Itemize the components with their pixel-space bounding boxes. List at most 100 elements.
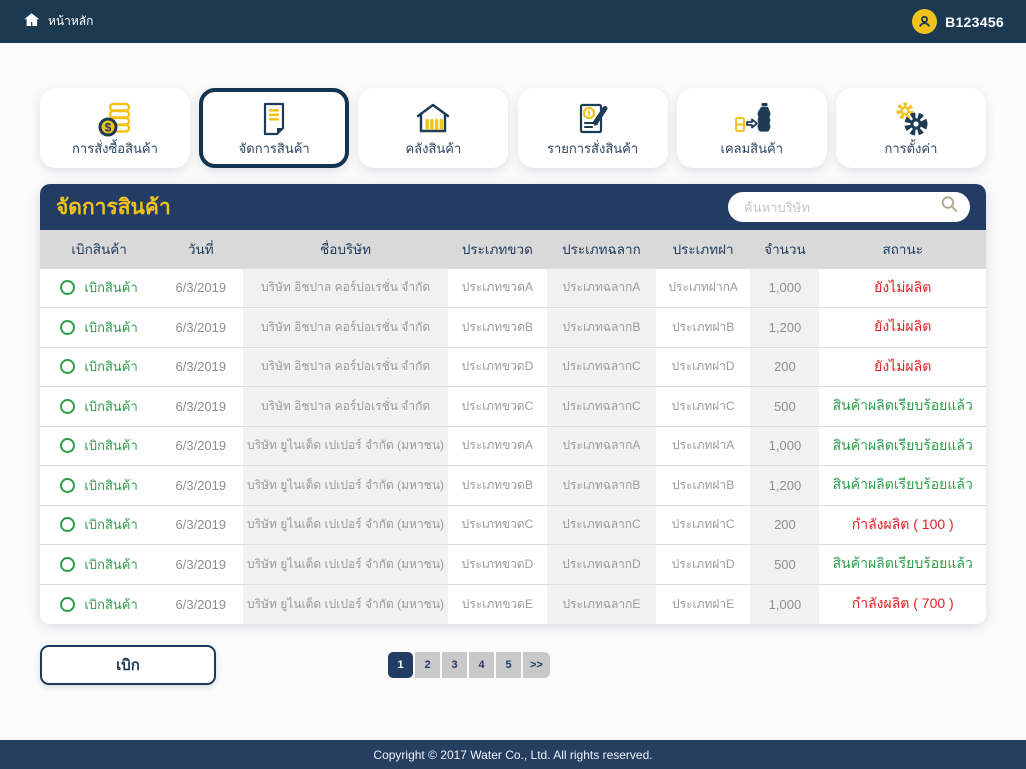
company-cell: บริษัท ยูไนเต็ด เปเปอร์ จำกัด (มหาชน) — [243, 425, 448, 466]
withdraw-cell: เบิกสินค้า — [40, 425, 159, 466]
table-row: เบิกสินค้า 6/3/2019 บริษัท อิชปาล คอร์ปอ… — [40, 346, 986, 387]
gears-icon — [891, 97, 931, 139]
radio-circle-icon[interactable] — [60, 517, 76, 533]
tab-label: การตั้งค่า — [884, 141, 938, 156]
withdraw-action[interactable]: เบิกสินค้า — [60, 317, 138, 338]
nav-home-link[interactable]: หน้าหลัก — [22, 11, 93, 32]
withdraw-label: เบิกสินค้า — [84, 517, 138, 533]
withdraw-action[interactable]: เบิกสินค้า — [60, 396, 138, 417]
company-cell: บริษัท ยูไนเต็ด เปเปอร์ จำกัด (มหาชน) — [243, 583, 448, 624]
cap-type-cell: ประเภทฝาE — [655, 583, 751, 624]
status-cell: สินค้าผลิตเรียบร้อยแล้ว — [819, 386, 986, 426]
company-cell: บริษัท อิชปาล คอร์ปอเรชั่น จำกัด — [243, 267, 448, 308]
radio-circle-icon[interactable] — [60, 596, 76, 612]
radio-circle-icon[interactable] — [60, 556, 76, 572]
date-cell: 6/3/2019 — [158, 583, 244, 624]
page-button-3[interactable]: 3 — [442, 651, 467, 678]
withdraw-action[interactable]: เบิกสินค้า — [60, 356, 138, 377]
table-header-row: เบิกสินค้า วันที่ ชื่อบริษัท ประเภทขวด ป… — [40, 230, 986, 268]
tab-warehouse[interactable]: คลังสินค้า — [358, 88, 509, 168]
quantity-cell: 1,000 — [750, 583, 820, 624]
next-pages-button[interactable]: >> — [523, 651, 550, 678]
date-cell: 6/3/2019 — [158, 346, 244, 387]
search-icon[interactable] — [939, 194, 960, 220]
tab-claim[interactable]: เคลมสินค้า — [676, 88, 827, 168]
radio-circle-icon[interactable] — [60, 398, 76, 414]
cap-type-cell: ประเภทฝากA — [655, 267, 751, 308]
tab-label: จัดการสินค้า — [238, 141, 310, 156]
quantity-cell: 200 — [750, 504, 820, 545]
page-button-1[interactable]: 1 — [388, 651, 413, 678]
bottle-type-cell: ประเภทขวดC — [447, 504, 548, 545]
page-button-4[interactable]: 4 — [469, 651, 494, 678]
table-row: เบิกสินค้า 6/3/2019 บริษัท ยูไนเต็ด เปเป… — [40, 425, 986, 466]
col-company: ชื่อบริษัท — [243, 230, 448, 268]
col-bottle-type: ประเภทขวด — [447, 230, 548, 268]
withdraw-action[interactable]: เบิกสินค้า — [60, 277, 138, 298]
withdraw-cell: เบิกสินค้า — [40, 307, 159, 347]
tab-order-list[interactable]: รายการสั่งสินค้า — [517, 88, 668, 168]
label-type-cell: ประเภทฉลากB — [547, 465, 656, 505]
cap-type-cell: ประเภทฝาD — [655, 346, 751, 387]
withdraw-button[interactable]: เบิก — [40, 644, 216, 685]
quantity-cell: 1,200 — [750, 307, 820, 347]
radio-circle-icon[interactable] — [60, 359, 76, 375]
bottle-type-cell: ประเภทขวดB — [447, 307, 548, 347]
col-cap-type: ประเภทฝา — [655, 230, 751, 268]
status-cell: สินค้าผลิตเรียบร้อยแล้ว — [819, 425, 986, 466]
table-row: เบิกสินค้า 6/3/2019 บริษัท อิชปาล คอร์ปอ… — [40, 307, 986, 347]
withdraw-action[interactable]: เบิกสินค้า — [60, 594, 138, 615]
label-type-cell: ประเภทฉลากC — [547, 504, 656, 545]
bottle-type-cell: ประเภทขวดE — [447, 583, 548, 624]
page-button-5[interactable]: 5 — [496, 651, 521, 678]
radio-circle-icon[interactable] — [60, 438, 76, 454]
company-cell: บริษัท อิชปาล คอร์ปอเรชั่น จำกัด — [243, 386, 448, 426]
withdraw-action[interactable]: เบิกสินค้า — [60, 475, 138, 496]
radio-circle-icon[interactable] — [60, 477, 76, 493]
table-row: เบิกสินค้า 6/3/2019 บริษัท ยูไนเต็ด เปเป… — [40, 544, 986, 584]
tab-label: การสั่งซื้อสินค้า — [72, 141, 158, 156]
withdraw-action[interactable]: เบิกสินค้า — [60, 435, 138, 456]
table-row: เบิกสินค้า 6/3/2019 บริษัท ยูไนเต็ด เปเป… — [40, 465, 986, 505]
coins-icon: $ — [95, 97, 135, 139]
panel-header: จัดการสินค้า — [40, 184, 986, 230]
copyright-text: Copyright © 2017 Water Co., Ltd. All rig… — [373, 747, 653, 762]
label-type-cell: ประเภทฉลากB — [547, 307, 656, 347]
withdraw-label: เบิกสินค้า — [84, 477, 138, 493]
withdraw-cell: เบิกสินค้า — [40, 504, 159, 545]
label-type-cell: ประเภทฉลากE — [547, 583, 656, 624]
claim-bottle-icon — [730, 97, 774, 139]
bottle-type-cell: ประเภทขวดA — [447, 267, 548, 308]
withdraw-label: เบิกสินค้า — [84, 398, 138, 414]
withdraw-label: เบิกสินค้า — [84, 438, 138, 454]
table-row: เบิกสินค้า 6/3/2019 บริษัท อิชปาล คอร์ปอ… — [40, 386, 986, 426]
radio-circle-icon[interactable] — [60, 319, 76, 335]
tab-purchase-order[interactable]: $ การสั่งซื้อสินค้า — [40, 88, 190, 168]
tab-label: เคลมสินค้า — [720, 141, 784, 156]
withdraw-cell: เบิกสินค้า — [40, 544, 159, 584]
pagination: 1 2 3 4 5 >> — [388, 651, 550, 678]
withdraw-action[interactable]: เบิกสินค้า — [60, 554, 138, 575]
withdraw-action[interactable]: เบิกสินค้า — [60, 514, 138, 535]
cap-type-cell: ประเภทฝาB — [655, 307, 751, 347]
tab-manage-products[interactable]: จัดการสินค้า — [199, 88, 350, 168]
date-cell: 6/3/2019 — [158, 307, 244, 347]
withdraw-label: เบิกสินค้า — [84, 556, 138, 572]
search-input[interactable] — [742, 198, 939, 216]
tab-label: คลังสินค้า — [405, 141, 462, 156]
cap-type-cell: ประเภทฝาC — [655, 504, 751, 545]
cap-type-cell: ประเภทฝาD — [655, 544, 751, 584]
page-button-2[interactable]: 2 — [415, 651, 440, 678]
quantity-cell: 1,000 — [750, 425, 820, 466]
label-type-cell: ประเภทฉลากA — [547, 267, 656, 308]
company-search-box[interactable] — [728, 192, 970, 222]
col-quantity: จำนวน — [750, 230, 820, 268]
company-cell: บริษัท ยูไนเต็ด เปเปอร์ จำกัด (มหาชน) — [243, 465, 448, 505]
cap-type-cell: ประเภทฝาA — [655, 425, 751, 466]
label-type-cell: ประเภทฉลากA — [547, 425, 656, 466]
tab-settings[interactable]: การตั้งค่า — [835, 88, 986, 168]
radio-circle-icon[interactable] — [60, 280, 76, 296]
tab-bar: $ การสั่งซื้อสินค้า จัดการสินค้า — [40, 88, 986, 168]
nav-user[interactable]: B123456 — [912, 9, 1004, 34]
status-cell: ยังไม่ผลิต — [819, 346, 986, 387]
